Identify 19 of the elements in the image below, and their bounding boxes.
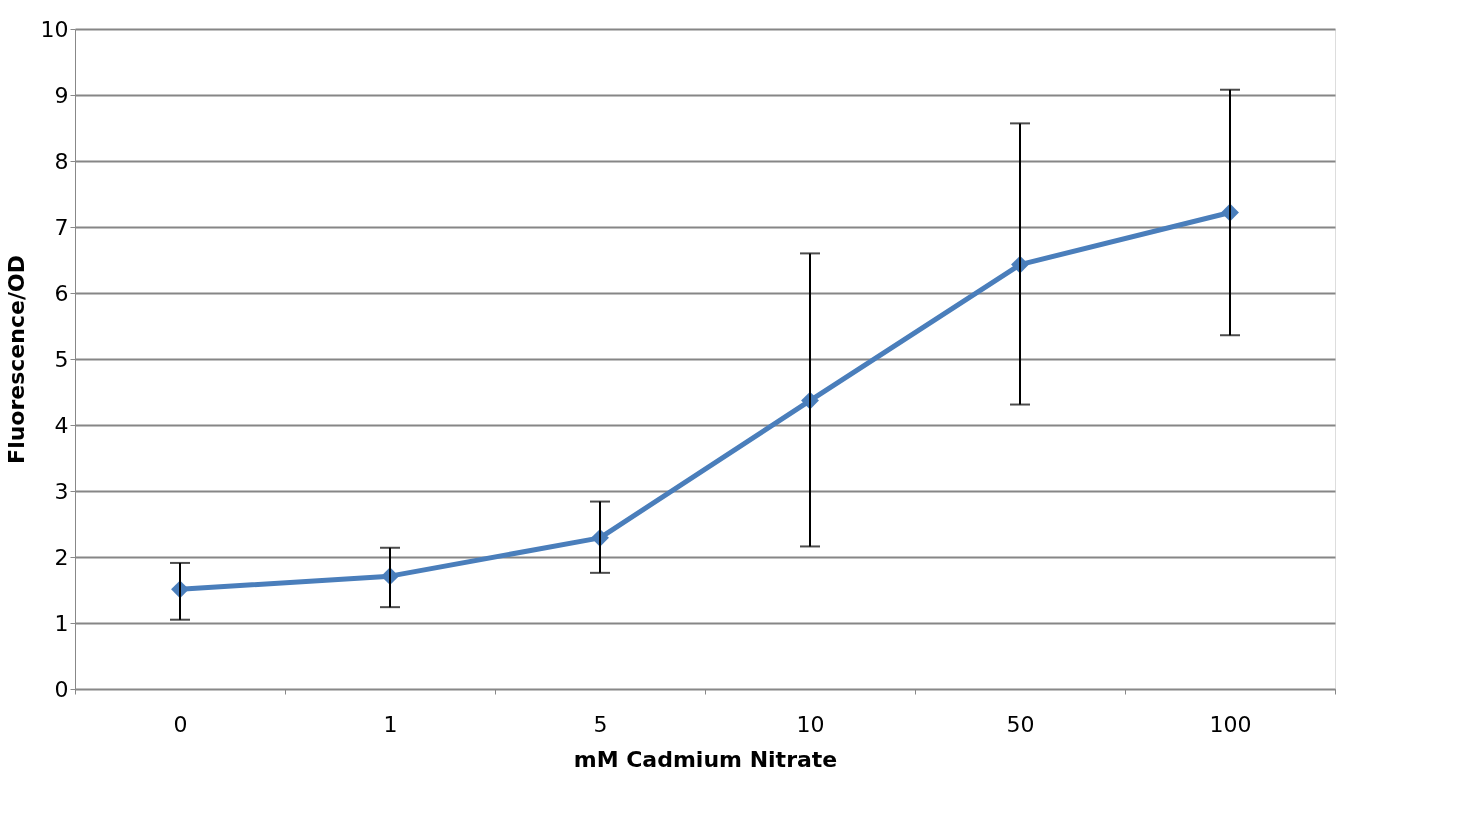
y-tick-label: 8	[54, 148, 69, 174]
y-axis-title: Fluorescence/OD	[3, 255, 29, 464]
y-tick-label: 5	[54, 346, 69, 372]
x-tick-label: 50	[1006, 711, 1035, 737]
x-tick-label: 100	[1209, 711, 1252, 737]
x-tick-label: 5	[593, 711, 608, 737]
y-tick-label: 10	[40, 16, 69, 42]
y-tick-label: 7	[54, 214, 69, 240]
x-tick-label: 10	[796, 711, 825, 737]
y-tick-label: 6	[54, 280, 69, 306]
y-tick-label: 4	[54, 412, 69, 438]
x-tick-label: 0	[173, 711, 188, 737]
y-tick-label: 2	[54, 544, 69, 570]
x-axis-title: mM Cadmium Nitrate	[573, 746, 838, 772]
y-tick-label: 9	[54, 82, 69, 108]
y-tick-label: 0	[54, 676, 69, 702]
x-tick-label: 1	[383, 711, 398, 737]
y-tick-label: 1	[54, 610, 69, 636]
y-tick-label: 3	[54, 478, 69, 504]
